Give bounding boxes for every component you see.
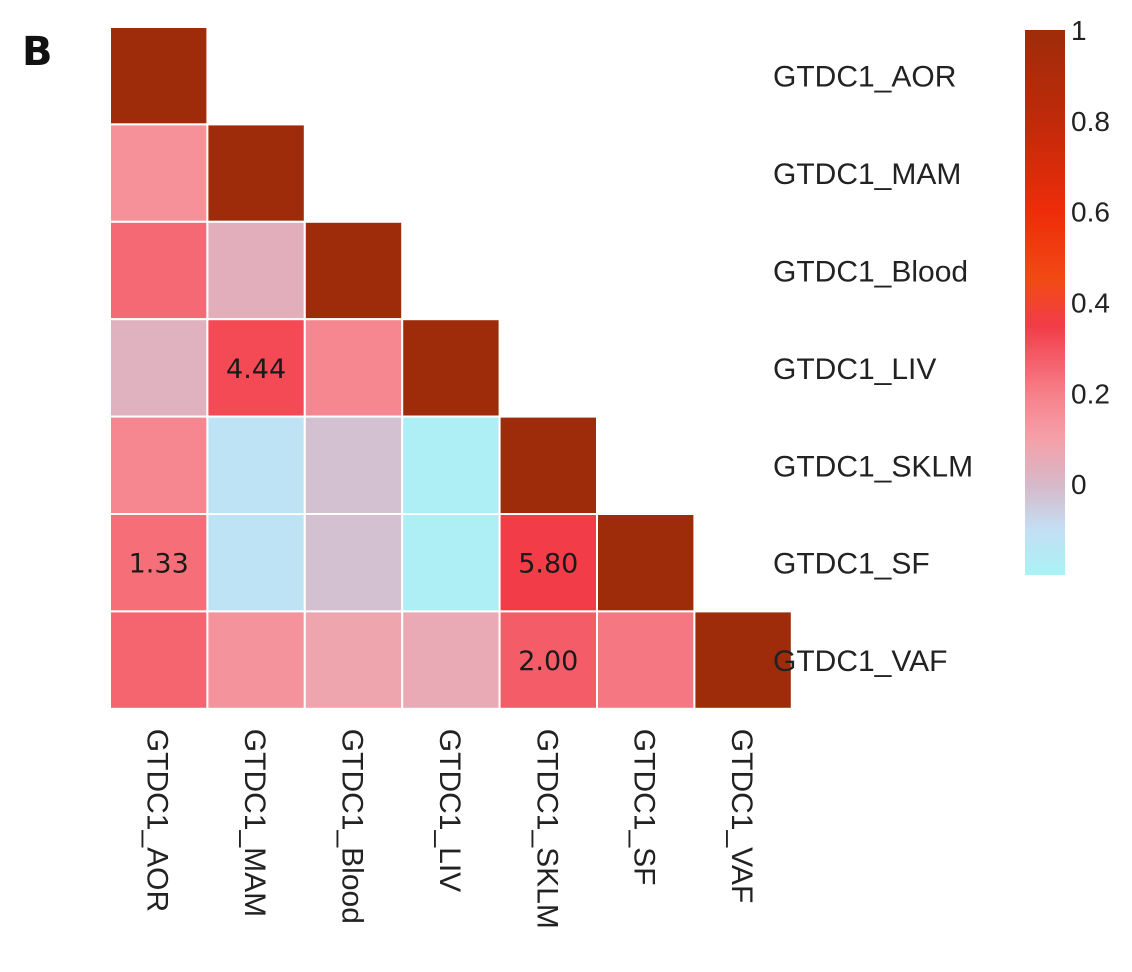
column-label: GTDC1_MAM <box>238 729 271 917</box>
row-label: GTDC1_VAF <box>773 645 947 678</box>
colorbar-tick-label: 1 <box>1071 15 1087 46</box>
heatmap-cell-GTDC1_SF-GTDC1_SF <box>596 513 696 613</box>
heatmap-cell-GTDC1_Blood-GTDC1_AOR <box>109 220 209 321</box>
heatmap-cells <box>109 26 793 710</box>
heatmap-cell-GTDC1_LIV-GTDC1_AOR <box>109 318 209 418</box>
heatmap-cell-GTDC1_SF-GTDC1_SKLM <box>498 513 599 613</box>
heatmap-cell-GTDC1_VAF-GTDC1_SF <box>596 610 696 710</box>
cell-value-label: 2.00 <box>518 646 578 677</box>
column-label: GTDC1_SF <box>628 729 661 886</box>
row-labels: GTDC1_AOR GTDC1_MAM GTDC1_Blood GTDC1_LIV GT… <box>773 61 973 678</box>
colorbar-tick-label: 0.6 <box>1071 197 1110 228</box>
heatmap-cell-GTDC1_SF-GTDC1_Blood <box>303 513 404 613</box>
row-label: GTDC1_AOR <box>773 61 956 94</box>
cell-value-label: 4.44 <box>226 354 286 385</box>
heatmap-cell-GTDC1_VAF-GTDC1_MAM <box>206 610 306 710</box>
colorbar-gradient <box>1025 30 1065 575</box>
heatmap-cell-GTDC1_LIV-GTDC1_LIV <box>401 318 501 418</box>
heatmap-cell-GTDC1_SF-GTDC1_LIV <box>401 513 501 613</box>
heatmap-cell-GTDC1_Blood-GTDC1_MAM <box>206 220 306 321</box>
heatmap-cell-labels: 4.44 1.33 5.80 2.00 <box>129 354 579 677</box>
heatmap-cell-GTDC1_LIV-GTDC1_Blood <box>303 318 404 418</box>
colorbar-tick-label: 0.2 <box>1071 378 1110 409</box>
heatmap-cell-GTDC1_VAF-GTDC1_LIV <box>401 610 501 710</box>
column-label: GTDC1_AOR <box>141 729 174 912</box>
column-label: GTDC1_VAF <box>725 729 758 903</box>
cell-value-label: 1.33 <box>129 549 189 580</box>
heatmap-cell-GTDC1_SKLM-GTDC1_AOR <box>109 415 209 516</box>
heatmap-cell-GTDC1_VAF-GTDC1_Blood <box>303 610 404 710</box>
heatmap-cell-GTDC1_VAF-GTDC1_AOR <box>109 610 209 710</box>
column-label: GTDC1_SKLM <box>530 729 563 929</box>
column-labels: GTDC1_AOR GTDC1_MAM GTDC1_Blood GTDC1_LIV GT… <box>141 729 758 929</box>
heatmap-cell-GTDC1_SKLM-GTDC1_LIV <box>401 415 501 516</box>
colorbar: 1 0.8 0.6 0.4 0.2 0 <box>1025 15 1110 575</box>
colorbar-tick-label: 0.4 <box>1071 288 1110 319</box>
colorbar-tick-label: 0 <box>1071 469 1087 500</box>
column-label: GTDC1_LIV <box>433 729 466 892</box>
heatmap-cell-GTDC1_SF-GTDC1_AOR <box>109 513 209 613</box>
heatmap-cell-GTDC1_SKLM-GTDC1_SKLM <box>498 415 599 516</box>
heatmap-cell-GTDC1_SKLM-GTDC1_MAM <box>206 415 306 516</box>
row-label: GTDC1_LIV <box>773 353 936 386</box>
heatmap-cell-GTDC1_MAM-GTDC1_AOR <box>109 123 209 223</box>
heatmap-cell-GTDC1_SF-GTDC1_MAM <box>206 513 306 613</box>
heatmap-cell-GTDC1_SKLM-GTDC1_Blood <box>303 415 404 516</box>
heatmap-cell-GTDC1_Blood-GTDC1_Blood <box>303 220 404 321</box>
cell-value-label: 5.80 <box>518 549 578 580</box>
heatmap-cell-GTDC1_VAF-GTDC1_VAF <box>693 610 793 710</box>
row-label: GTDC1_Blood <box>773 256 968 289</box>
heatmap-cell-GTDC1_AOR-GTDC1_AOR <box>109 26 209 126</box>
row-label: GTDC1_SF <box>773 548 930 581</box>
heatmap-cell-GTDC1_MAM-GTDC1_MAM <box>206 123 306 223</box>
heatmap-cell-GTDC1_LIV-GTDC1_MAM <box>206 318 306 418</box>
colorbar-tick-label: 0.8 <box>1071 106 1110 137</box>
panel-label: B <box>22 29 53 75</box>
row-label: GTDC1_MAM <box>773 158 961 191</box>
column-label: GTDC1_Blood <box>336 729 369 924</box>
row-label: GTDC1_SKLM <box>773 450 973 483</box>
